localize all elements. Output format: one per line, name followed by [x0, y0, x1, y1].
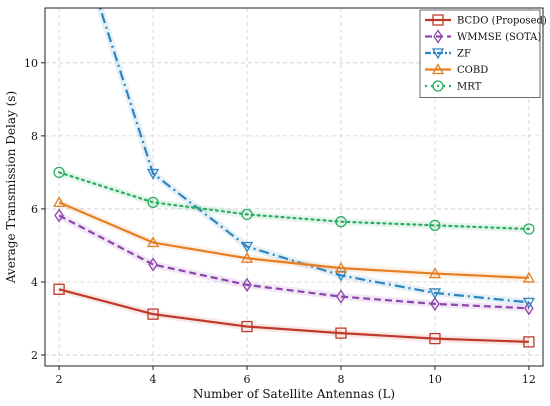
series-line — [58, 288, 529, 343]
data-point — [336, 289, 346, 304]
series-3 — [52, 196, 536, 283]
data-point — [335, 327, 347, 339]
series-line-glow — [58, 169, 530, 233]
data-point — [432, 80, 444, 92]
data-point — [428, 288, 442, 300]
data-point — [241, 320, 253, 333]
data-point — [53, 283, 65, 295]
data-point — [146, 236, 160, 248]
y-tick-label: 4 — [31, 276, 38, 289]
x-tick-label: 8 — [337, 373, 344, 386]
data-point — [524, 301, 534, 316]
series-layer — [52, 8, 536, 348]
x-tick-label: 2 — [56, 373, 63, 386]
legend-label: BCDO (Proposed) — [457, 16, 547, 27]
data-point — [147, 308, 159, 320]
data-point — [335, 216, 347, 228]
series-4 — [53, 166, 535, 235]
x-axis-title: Number of Satellite Antennas (L) — [193, 387, 395, 401]
data-point — [240, 241, 254, 253]
data-point — [429, 219, 441, 232]
legend-label: WMMSE (SOTA) — [457, 32, 541, 43]
data-point — [431, 48, 445, 60]
data-point — [147, 196, 159, 208]
series-line-glow — [96, 8, 530, 306]
data-point — [148, 257, 158, 272]
data-point — [430, 296, 440, 312]
legend: BCDO (Proposed) WMMSE (SOTA) ZF COBD MRT — [419, 9, 547, 98]
data-point — [240, 251, 254, 263]
ticks: 2 4 6 8 10 12 2 4 6 8 10 — [24, 57, 536, 386]
y-axis-title: Average Transmission Delay (s) — [4, 91, 18, 284]
series-line — [58, 201, 529, 280]
data-point — [242, 277, 252, 293]
plot-frame — [44, 7, 544, 367]
y-tick-label: 8 — [31, 130, 38, 143]
legend-label: MRT — [457, 82, 482, 93]
x-tick-label: 6 — [244, 373, 251, 386]
data-point — [54, 208, 64, 223]
data-point — [429, 332, 441, 345]
grid — [45, 8, 543, 366]
series-1 — [54, 208, 534, 316]
y-tick-label: 6 — [31, 203, 38, 216]
data-point — [522, 271, 536, 283]
data-point — [523, 336, 535, 348]
series-line-glow — [57, 199, 530, 282]
data-point — [334, 261, 348, 273]
data-point — [523, 223, 535, 235]
series-0 — [53, 283, 535, 348]
y-tick-label: 2 — [31, 349, 38, 362]
data-point — [522, 297, 536, 309]
data-point — [433, 29, 443, 44]
y-tick-label: 10 — [24, 57, 38, 70]
data-point — [432, 14, 444, 26]
x-tick-label: 12 — [522, 373, 536, 386]
series-2 — [96, 8, 536, 309]
data-point — [52, 196, 66, 207]
data-point — [431, 63, 445, 75]
x-tick-label: 10 — [428, 373, 442, 386]
legend-label: COBD — [457, 65, 488, 76]
data-point — [53, 166, 65, 179]
series-line — [58, 214, 529, 310]
data-point — [428, 267, 442, 279]
series-line — [57, 171, 531, 231]
x-tick-label: 4 — [150, 373, 157, 386]
data-point — [241, 208, 253, 221]
data-point — [334, 270, 348, 282]
legend-label: ZF — [457, 49, 471, 60]
data-point — [146, 168, 160, 180]
